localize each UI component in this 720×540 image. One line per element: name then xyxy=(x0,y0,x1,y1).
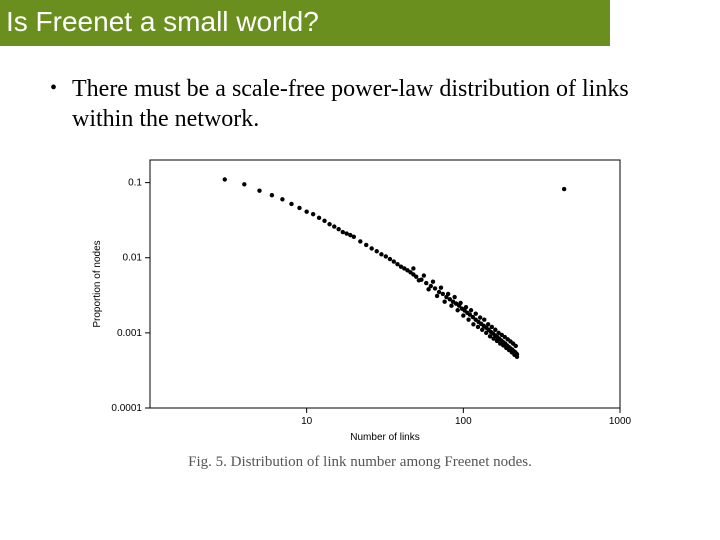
data-point xyxy=(414,274,418,278)
data-point xyxy=(352,235,356,239)
data-point xyxy=(242,182,246,186)
slide-body: • There must be a scale-free power-law d… xyxy=(0,46,720,471)
data-point xyxy=(424,281,428,285)
data-point xyxy=(431,279,435,283)
figure: 10 100 1000 0.0001 0.001 0.01 0.1 Number of lin… xyxy=(80,148,640,471)
data-point xyxy=(441,292,445,296)
data-point xyxy=(375,249,379,253)
data-point xyxy=(471,322,475,326)
bullet-text: There must be a scale-free power-law dis… xyxy=(72,74,670,134)
x-tick-label: 10 xyxy=(301,416,313,427)
bullet-item: • There must be a scale-free power-law d… xyxy=(50,74,670,134)
data-point xyxy=(364,243,368,247)
y-axis-label: Proportion of nodes xyxy=(92,240,103,327)
data-point xyxy=(426,287,430,291)
data-point xyxy=(439,285,443,289)
data-point xyxy=(297,206,301,210)
data-point xyxy=(433,286,437,290)
data-point xyxy=(422,273,426,277)
data-point xyxy=(322,219,326,223)
data-point xyxy=(476,325,480,329)
data-point xyxy=(358,239,362,243)
data-point xyxy=(327,222,331,226)
y-tick-label: 0.001 xyxy=(117,328,142,339)
figure-caption: Fig. 5. Distribution of link number amon… xyxy=(80,454,640,471)
data-point xyxy=(311,212,315,216)
data-point xyxy=(304,210,308,214)
data-point xyxy=(466,317,470,321)
data-point xyxy=(280,197,284,201)
y-tick-label: 0.0001 xyxy=(111,403,142,414)
data-point xyxy=(478,315,482,319)
data-point xyxy=(490,325,494,329)
data-point xyxy=(369,246,373,250)
data-point xyxy=(449,303,453,307)
bullet-marker: • xyxy=(50,74,72,101)
data-point xyxy=(562,187,566,191)
plot-area xyxy=(150,160,620,408)
slide-title: Is Freenet a small world? xyxy=(6,6,319,37)
data-point xyxy=(474,311,478,315)
data-point xyxy=(437,290,441,294)
data-point xyxy=(464,305,468,309)
data-point xyxy=(469,308,473,312)
data-point xyxy=(289,202,293,206)
data-point xyxy=(411,266,415,270)
y-tick-label: 0.1 xyxy=(128,178,142,189)
x-axis-label: Number of links xyxy=(350,432,419,443)
data-point xyxy=(257,189,261,193)
data-point xyxy=(486,322,490,326)
x-tick-label: 100 xyxy=(455,416,472,427)
data-point xyxy=(461,313,465,317)
y-tick-label: 0.01 xyxy=(123,253,143,264)
data-point xyxy=(442,299,446,303)
data-point xyxy=(317,216,321,220)
data-point xyxy=(452,295,456,299)
data-point xyxy=(417,278,421,282)
data-point xyxy=(379,252,383,256)
data-point xyxy=(336,227,340,231)
data-point xyxy=(435,294,439,298)
scatter-chart: 10 100 1000 0.0001 0.001 0.01 0.1 Number of lin… xyxy=(80,148,640,448)
data-point xyxy=(388,257,392,261)
data-point xyxy=(455,308,459,312)
data-point xyxy=(484,331,488,335)
data-point xyxy=(482,317,486,321)
data-point xyxy=(480,328,484,332)
data-point xyxy=(392,259,396,263)
slide-title-bar: Is Freenet a small world? xyxy=(0,0,610,46)
x-tick-label: 1000 xyxy=(609,416,632,427)
data-point xyxy=(341,230,345,234)
data-point xyxy=(458,301,462,305)
data-point xyxy=(270,193,274,197)
data-point xyxy=(515,355,519,359)
data-point xyxy=(384,254,388,258)
data-point xyxy=(514,344,518,348)
data-point xyxy=(446,292,450,296)
data-point xyxy=(332,224,336,228)
data-point xyxy=(223,177,227,181)
data-point xyxy=(493,328,497,332)
